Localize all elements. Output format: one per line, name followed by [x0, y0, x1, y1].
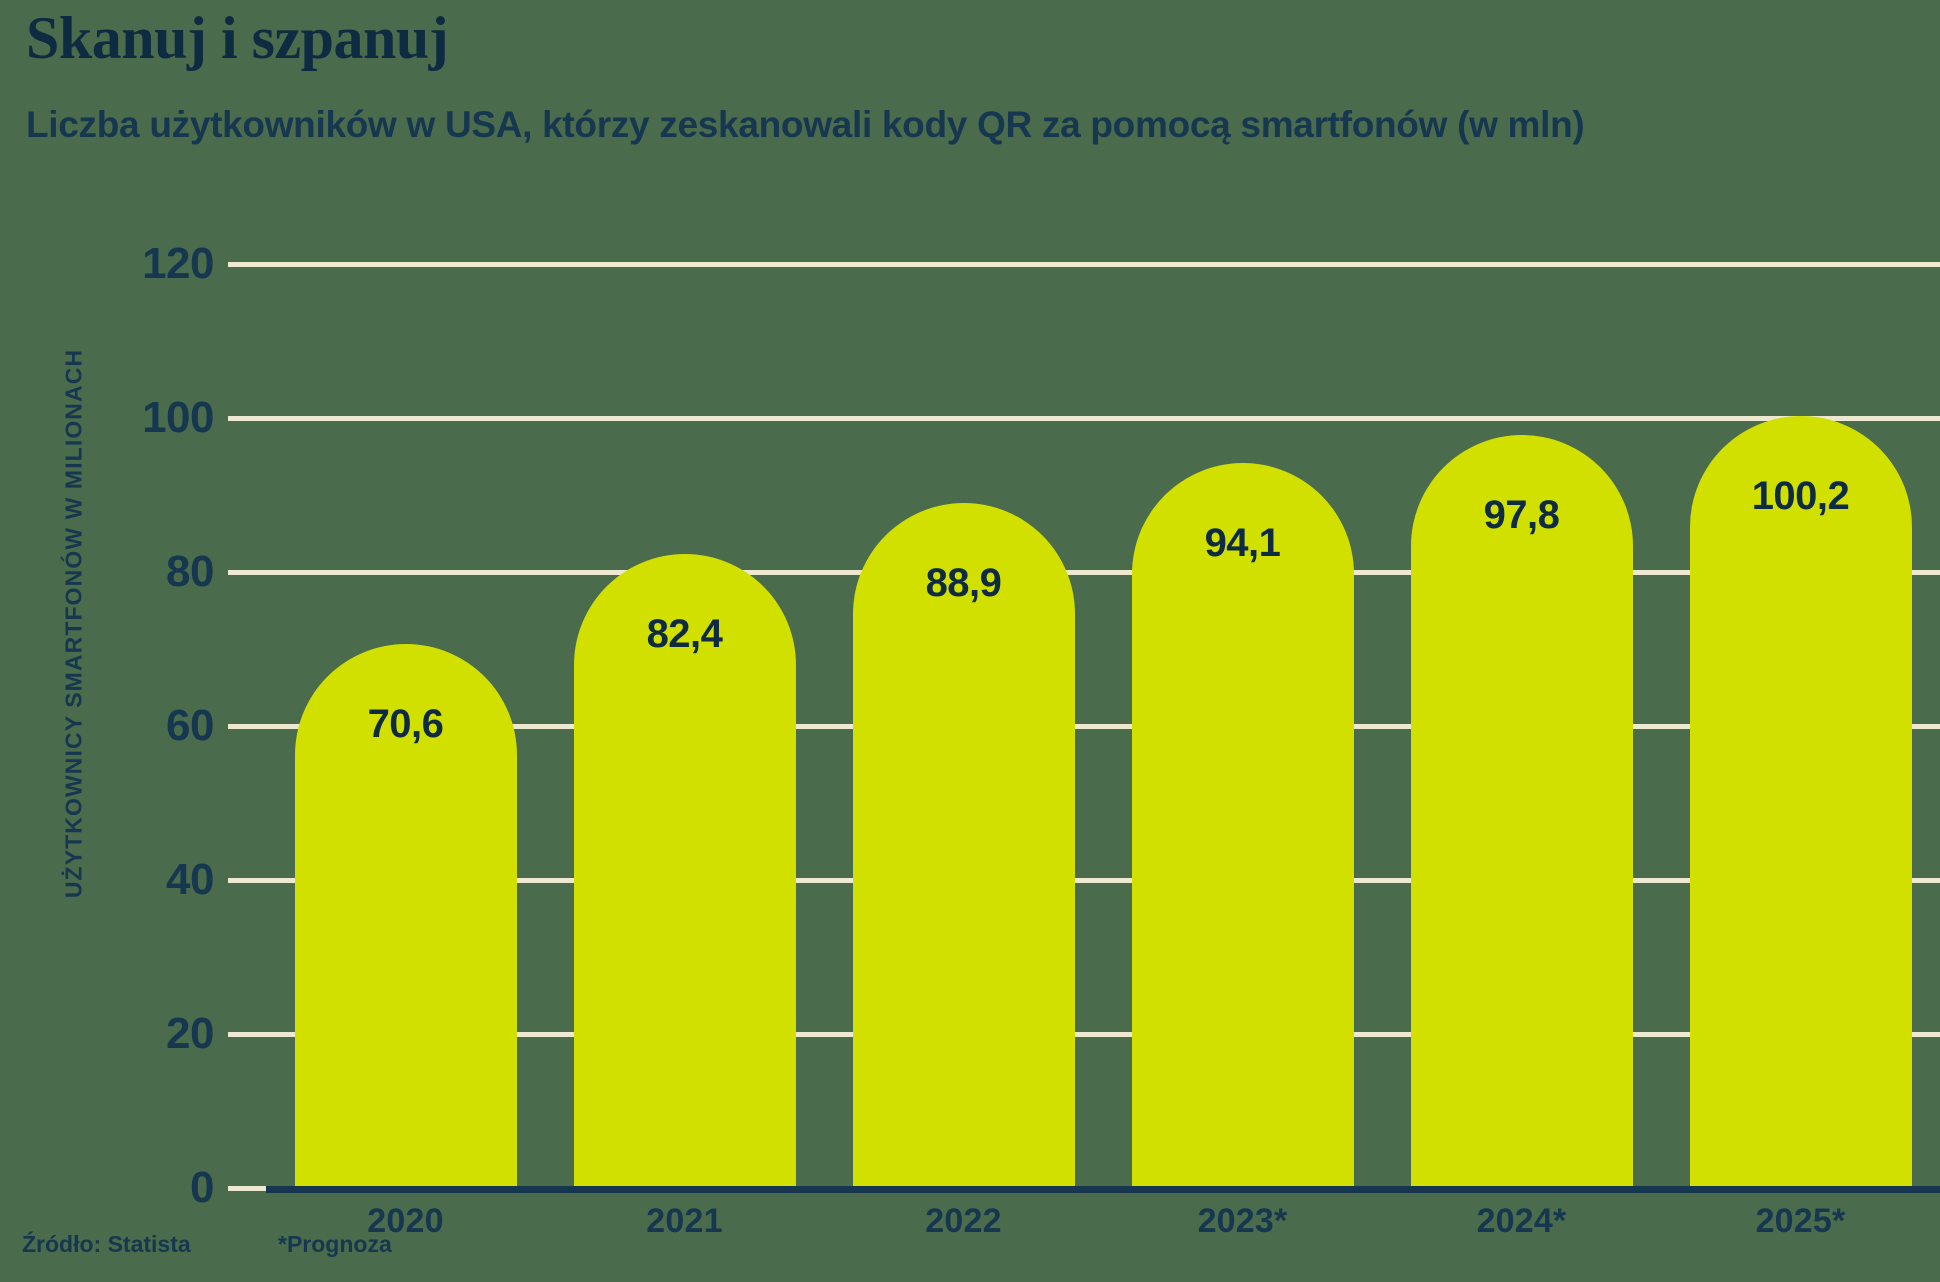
y-tick-mark [228, 262, 266, 267]
y-tick-label: 0 [190, 1163, 214, 1212]
bar-value-label: 97,8 [1483, 492, 1560, 537]
x-axis-line [266, 1186, 1940, 1193]
gridline [266, 416, 1940, 421]
x-tick-label: 2025* [1755, 1202, 1846, 1240]
bar-value-label: 88,9 [925, 561, 1002, 606]
bar-value-label: 70,6 [367, 702, 444, 747]
gridline [266, 1032, 1940, 1037]
y-tick-label: 40 [166, 855, 214, 904]
bar-value-label: 100,2 [1751, 474, 1850, 519]
bar[interactable]: 97,8 [1410, 434, 1633, 1188]
bar[interactable]: 70,6 [294, 644, 517, 1188]
gridline [266, 570, 1940, 575]
x-tick-label: 2022 [925, 1202, 1002, 1240]
y-tick-mark [228, 1186, 266, 1191]
y-tick-mark [228, 724, 266, 729]
x-tick-label: 2024* [1476, 1202, 1567, 1240]
y-tick-label: 80 [166, 547, 214, 596]
x-tick-label: 2023* [1197, 1202, 1288, 1240]
chart-subtitle: Liczba użytkowników w USA, którzy zeskan… [26, 104, 1585, 145]
gridline [266, 262, 1940, 267]
page-title: Skanuj i szpanuj [26, 5, 449, 71]
bar-value-label: 82,4 [646, 611, 723, 656]
gridline [266, 724, 1940, 729]
bar[interactable]: 82,4 [573, 553, 796, 1188]
x-tick-label: 2021 [646, 1202, 723, 1240]
bar[interactable]: 100,2 [1689, 416, 1912, 1188]
x-tick-label: 2020 [367, 1202, 444, 1240]
bar[interactable]: 88,9 [852, 503, 1075, 1188]
forecast-note: *Prognoza [278, 1231, 392, 1257]
y-tick-label: 20 [166, 1009, 214, 1058]
bar-value-label: 94,1 [1204, 521, 1281, 566]
y-tick-label: 60 [166, 701, 214, 750]
y-tick-mark [228, 878, 266, 883]
y-tick-mark [228, 1032, 266, 1037]
bar[interactable]: 94,1 [1131, 463, 1354, 1188]
y-tick-label: 100 [142, 393, 214, 442]
y-tick-mark [228, 416, 266, 421]
gridline [266, 878, 1940, 883]
y-tick-label: 120 [142, 239, 214, 288]
y-tick-mark [228, 570, 266, 575]
source-note: Źródło: Statista [22, 1231, 191, 1257]
